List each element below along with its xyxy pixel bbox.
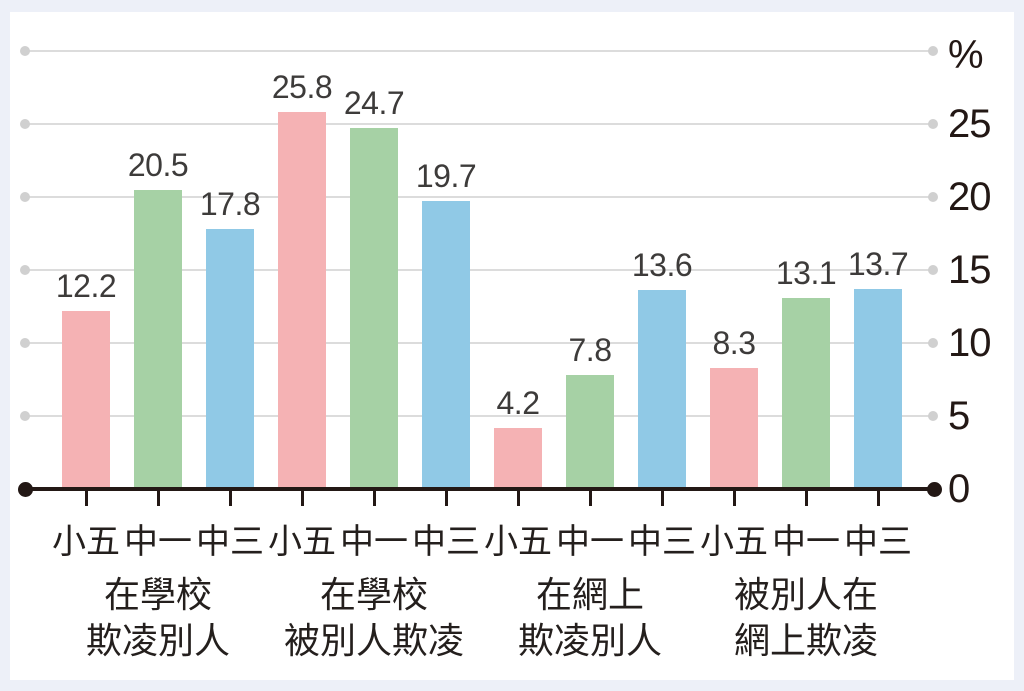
y-axis-tick-label: 10 [948, 321, 991, 365]
y-axis-tick-label: 20 [948, 175, 991, 219]
bar [278, 112, 326, 489]
bar-value-label: 13.6 [631, 247, 693, 284]
x-axis-tick [157, 491, 160, 506]
x-axis-group-label-line: 被別人欺凌 [283, 620, 464, 661]
bar-value-label: 13.1 [775, 254, 837, 291]
x-axis-tick [589, 491, 592, 506]
bar-value-label: 4.2 [496, 384, 540, 421]
bar-value-label: 20.5 [127, 146, 189, 183]
bar-series-label: 中一 [124, 523, 192, 561]
bar [206, 229, 254, 489]
grid-end-dot-left [20, 411, 30, 421]
grid-end-dot-left [20, 265, 30, 275]
grid-end-dot-right [928, 338, 938, 348]
y-axis-tick-label: 5 [948, 394, 970, 438]
y-axis-unit-label: % [948, 33, 984, 77]
grid-end-dot-right [928, 265, 938, 275]
grid-end-dot-right [928, 411, 938, 421]
x-axis-tick [517, 491, 520, 506]
bar-series-label: 中一 [556, 523, 624, 561]
bar-series-label: 小五 [268, 523, 336, 561]
x-axis-group-label: 在學校 被別人欺凌 [234, 572, 514, 664]
bar-series-label: 小五 [700, 523, 768, 561]
bar [494, 427, 542, 489]
bar-series-label: 中一 [772, 523, 840, 561]
y-axis-tick-label: 25 [948, 102, 991, 146]
bar-value-label: 8.3 [712, 324, 756, 361]
x-axis-group-label: 被別人在 網上欺凌 [666, 572, 946, 664]
x-axis-group-label-line: 在網上 [535, 574, 644, 615]
bar [350, 128, 398, 489]
bar-value-label: 17.8 [199, 186, 261, 223]
bar-series-label: 中三 [844, 523, 912, 561]
grid-end-dot-right [928, 119, 938, 129]
grid-line [26, 123, 931, 125]
bar [638, 290, 686, 489]
grid-end-dot-right [928, 192, 938, 202]
grid-line [26, 196, 931, 198]
bar [566, 375, 614, 489]
bar-value-label: 12.2 [55, 267, 117, 304]
x-axis-group-label-line: 被別人在 [733, 574, 878, 615]
grid-end-dot-left [20, 119, 30, 129]
x-axis-tick [229, 491, 232, 506]
bar-value-label: 24.7 [343, 85, 405, 122]
bar-series-label: 中三 [628, 523, 696, 561]
x-axis-group-label: 在學校 欺凌別人 [18, 572, 298, 664]
bar [422, 201, 470, 489]
chart-panel: 0 5 10 15 20 25% 12.2 小五 20.5 中一 17.8 中三在學校欺凌別人 25.8… [10, 12, 1014, 680]
y-axis-tick-label: 0 [948, 467, 970, 511]
x-axis-tick [805, 491, 808, 506]
grid-line [26, 269, 931, 271]
bar-series-label: 中三 [412, 523, 480, 561]
axis-end-dot-right [926, 481, 942, 497]
axis-end-dot-left [17, 481, 33, 497]
x-axis-group-label-line: 欺凌別人 [517, 620, 662, 661]
x-axis-line [23, 487, 936, 491]
bar-value-label: 13.7 [847, 245, 909, 282]
bar-value-label: 7.8 [568, 332, 612, 369]
x-axis-group-label-line: 欺凌別人 [85, 620, 230, 661]
bar-series-label: 中三 [196, 523, 264, 561]
x-axis-tick [85, 491, 88, 506]
x-axis-group-label-line: 在學校 [103, 574, 212, 615]
x-axis-tick [373, 491, 376, 506]
grid-end-dot-left [20, 338, 30, 348]
grid-line [26, 50, 931, 52]
x-axis-group-label-line: 網上欺凌 [733, 620, 878, 661]
bar-series-label: 中一 [340, 523, 408, 561]
grid-line [26, 342, 931, 344]
grid-end-dot-left [20, 192, 30, 202]
x-axis-group-label-line: 在學校 [319, 574, 428, 615]
bar-series-label: 小五 [52, 523, 120, 561]
x-axis-tick [301, 491, 304, 506]
grid-end-dot-left [20, 46, 30, 56]
bar [134, 189, 182, 489]
x-axis-tick [877, 491, 880, 506]
x-axis-tick [661, 491, 664, 506]
x-axis-group-label: 在網上 欺凌別人 [450, 572, 730, 664]
bar [854, 288, 902, 489]
bar [782, 297, 830, 489]
x-axis-tick [445, 491, 448, 506]
bar-value-label: 19.7 [415, 158, 477, 195]
grid-line [26, 415, 931, 417]
bar [62, 310, 110, 489]
bar-value-label: 25.8 [271, 69, 333, 106]
x-axis-tick [733, 491, 736, 506]
y-axis-tick-label: 15 [948, 248, 991, 292]
grid-end-dot-right [928, 46, 938, 56]
bar [710, 367, 758, 489]
bar-series-label: 小五 [484, 523, 552, 561]
